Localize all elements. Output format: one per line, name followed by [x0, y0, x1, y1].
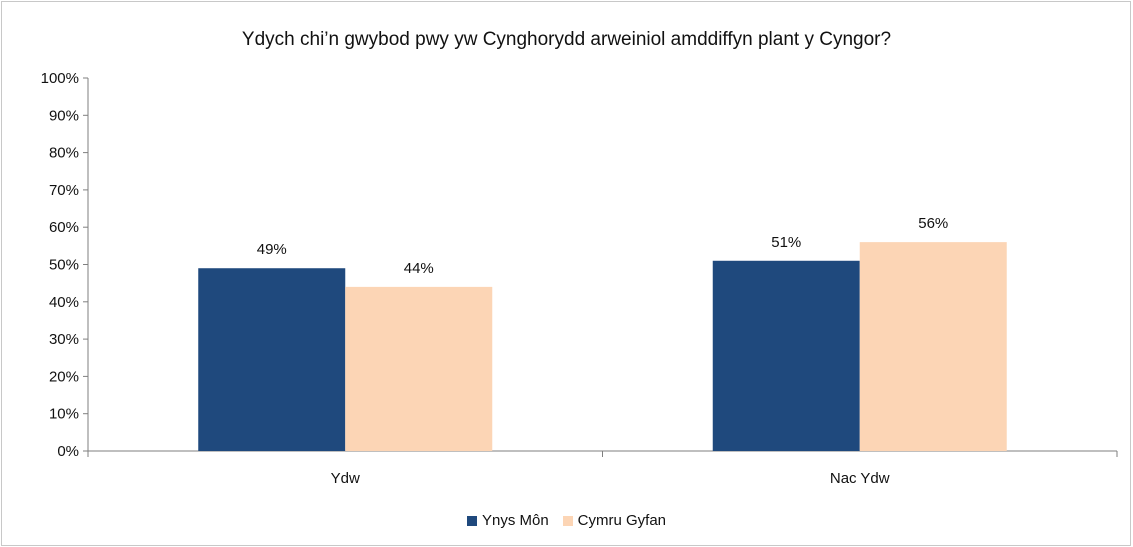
y-tick-label: 60% — [49, 219, 79, 236]
y-tick-label: 30% — [49, 331, 79, 348]
chart-title: Ydych chi’n gwybod pwy yw Cynghorydd arw… — [241, 29, 892, 50]
bar — [712, 260, 860, 451]
y-tick-label: 70% — [49, 182, 79, 199]
x-category-label: Nac Ydw — [830, 470, 890, 487]
data-label: 56% — [918, 215, 948, 232]
chart-legend: Ynys Môn Cymru Gyfan — [0, 512, 1133, 529]
data-label: 51% — [771, 234, 801, 251]
y-tick-label: 90% — [49, 107, 79, 124]
y-tick-label: 50% — [49, 257, 79, 274]
x-category-label: Ydw — [331, 470, 360, 487]
data-label: 49% — [257, 241, 287, 258]
y-tick-label: 0% — [57, 443, 79, 460]
bar — [345, 286, 493, 451]
y-tick-label: 80% — [49, 145, 79, 162]
bar — [859, 242, 1007, 451]
bar — [198, 268, 346, 451]
legend-label-series-1: Ynys Môn — [481, 512, 549, 529]
legend-label-series-2: Cymru Gyfan — [577, 512, 667, 529]
y-tick-label: 20% — [49, 368, 79, 385]
legend-item-series-2: Cymru Gyfan — [562, 512, 667, 529]
y-tick-label: 100% — [41, 70, 79, 87]
y-tick-label: 40% — [49, 294, 79, 311]
legend-swatch-series-2 — [562, 515, 573, 526]
legend-item-series-1: Ynys Môn — [466, 512, 549, 529]
y-tick-label: 10% — [49, 406, 79, 423]
data-label: 44% — [404, 260, 434, 277]
legend-swatch-series-1 — [466, 515, 477, 526]
